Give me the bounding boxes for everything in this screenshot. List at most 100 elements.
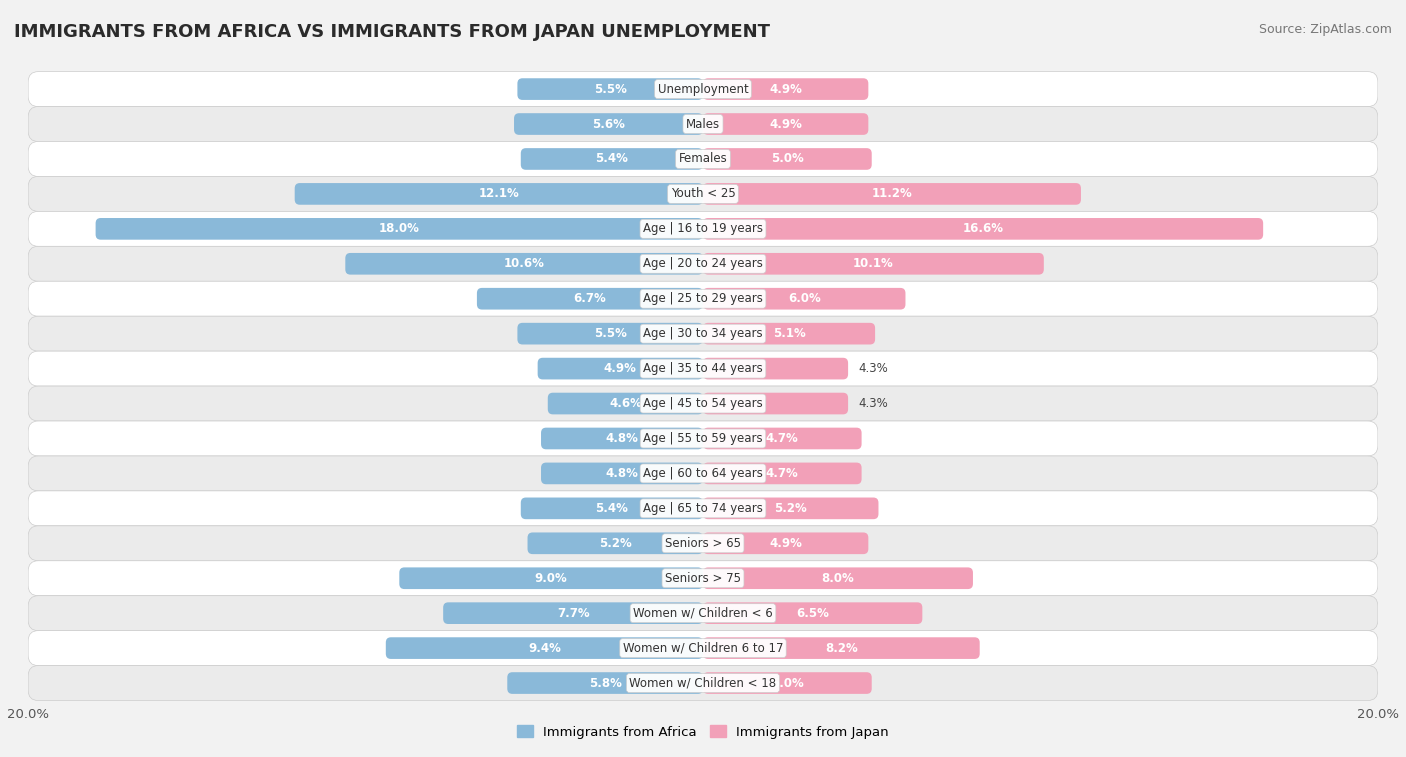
Text: 5.6%: 5.6% [592, 117, 624, 130]
FancyBboxPatch shape [703, 637, 980, 659]
Text: 4.3%: 4.3% [858, 397, 889, 410]
Text: Women w/ Children < 6: Women w/ Children < 6 [633, 606, 773, 620]
Text: 5.0%: 5.0% [770, 677, 804, 690]
Text: Males: Males [686, 117, 720, 130]
FancyBboxPatch shape [28, 316, 1378, 351]
Text: Youth < 25: Youth < 25 [671, 188, 735, 201]
Text: 11.2%: 11.2% [872, 188, 912, 201]
FancyBboxPatch shape [703, 114, 869, 135]
Text: Seniors > 75: Seniors > 75 [665, 572, 741, 584]
Text: Females: Females [679, 152, 727, 166]
FancyBboxPatch shape [28, 351, 1378, 386]
FancyBboxPatch shape [477, 288, 703, 310]
Text: Women w/ Children 6 to 17: Women w/ Children 6 to 17 [623, 642, 783, 655]
Text: 8.0%: 8.0% [821, 572, 855, 584]
Text: 4.7%: 4.7% [766, 432, 799, 445]
Text: Age | 25 to 29 years: Age | 25 to 29 years [643, 292, 763, 305]
Text: 8.2%: 8.2% [825, 642, 858, 655]
Text: 4.9%: 4.9% [605, 362, 637, 375]
FancyBboxPatch shape [703, 288, 905, 310]
Text: 4.8%: 4.8% [606, 432, 638, 445]
Text: 6.0%: 6.0% [787, 292, 821, 305]
FancyBboxPatch shape [28, 176, 1378, 211]
Text: 5.2%: 5.2% [775, 502, 807, 515]
Text: Age | 16 to 19 years: Age | 16 to 19 years [643, 223, 763, 235]
FancyBboxPatch shape [28, 631, 1378, 665]
Text: 5.0%: 5.0% [770, 152, 804, 166]
FancyBboxPatch shape [703, 497, 879, 519]
FancyBboxPatch shape [515, 114, 703, 135]
Text: 6.5%: 6.5% [796, 606, 830, 620]
FancyBboxPatch shape [703, 78, 869, 100]
FancyBboxPatch shape [703, 672, 872, 694]
FancyBboxPatch shape [28, 142, 1378, 176]
Text: Age | 65 to 74 years: Age | 65 to 74 years [643, 502, 763, 515]
FancyBboxPatch shape [703, 603, 922, 624]
FancyBboxPatch shape [443, 603, 703, 624]
Legend: Immigrants from Africa, Immigrants from Japan: Immigrants from Africa, Immigrants from … [517, 725, 889, 739]
FancyBboxPatch shape [28, 561, 1378, 596]
FancyBboxPatch shape [527, 532, 703, 554]
Text: 4.8%: 4.8% [606, 467, 638, 480]
FancyBboxPatch shape [28, 456, 1378, 491]
Text: Seniors > 65: Seniors > 65 [665, 537, 741, 550]
Text: 10.6%: 10.6% [503, 257, 544, 270]
FancyBboxPatch shape [28, 107, 1378, 142]
Text: Age | 35 to 44 years: Age | 35 to 44 years [643, 362, 763, 375]
Text: Age | 45 to 54 years: Age | 45 to 54 years [643, 397, 763, 410]
FancyBboxPatch shape [703, 393, 848, 414]
FancyBboxPatch shape [28, 526, 1378, 561]
Text: 4.9%: 4.9% [769, 537, 801, 550]
FancyBboxPatch shape [703, 253, 1043, 275]
Text: 7.7%: 7.7% [557, 606, 589, 620]
FancyBboxPatch shape [703, 148, 872, 170]
Text: Women w/ Children < 18: Women w/ Children < 18 [630, 677, 776, 690]
FancyBboxPatch shape [28, 282, 1378, 316]
FancyBboxPatch shape [385, 637, 703, 659]
Text: 4.3%: 4.3% [858, 362, 889, 375]
FancyBboxPatch shape [28, 421, 1378, 456]
FancyBboxPatch shape [399, 568, 703, 589]
Text: Source: ZipAtlas.com: Source: ZipAtlas.com [1258, 23, 1392, 36]
FancyBboxPatch shape [703, 218, 1263, 240]
Text: 9.4%: 9.4% [529, 642, 561, 655]
FancyBboxPatch shape [703, 428, 862, 450]
Text: 5.5%: 5.5% [593, 327, 627, 340]
Text: 5.8%: 5.8% [589, 677, 621, 690]
FancyBboxPatch shape [508, 672, 703, 694]
FancyBboxPatch shape [541, 428, 703, 450]
FancyBboxPatch shape [28, 246, 1378, 282]
Text: 4.9%: 4.9% [769, 83, 801, 95]
Text: 6.7%: 6.7% [574, 292, 606, 305]
FancyBboxPatch shape [520, 497, 703, 519]
FancyBboxPatch shape [703, 183, 1081, 204]
Text: 4.7%: 4.7% [766, 467, 799, 480]
Text: Age | 60 to 64 years: Age | 60 to 64 years [643, 467, 763, 480]
Text: 5.5%: 5.5% [593, 83, 627, 95]
Text: IMMIGRANTS FROM AFRICA VS IMMIGRANTS FROM JAPAN UNEMPLOYMENT: IMMIGRANTS FROM AFRICA VS IMMIGRANTS FRO… [14, 23, 770, 41]
FancyBboxPatch shape [28, 665, 1378, 700]
Text: 5.4%: 5.4% [596, 152, 628, 166]
Text: 10.1%: 10.1% [853, 257, 894, 270]
Text: 9.0%: 9.0% [534, 572, 568, 584]
Text: 4.9%: 4.9% [769, 117, 801, 130]
FancyBboxPatch shape [703, 532, 869, 554]
Text: 5.4%: 5.4% [596, 502, 628, 515]
FancyBboxPatch shape [703, 358, 848, 379]
FancyBboxPatch shape [520, 148, 703, 170]
Text: 4.6%: 4.6% [609, 397, 641, 410]
Text: 18.0%: 18.0% [378, 223, 420, 235]
FancyBboxPatch shape [28, 491, 1378, 526]
Text: Age | 55 to 59 years: Age | 55 to 59 years [643, 432, 763, 445]
Text: Age | 20 to 24 years: Age | 20 to 24 years [643, 257, 763, 270]
FancyBboxPatch shape [28, 72, 1378, 107]
Text: 12.1%: 12.1% [478, 188, 519, 201]
FancyBboxPatch shape [295, 183, 703, 204]
FancyBboxPatch shape [703, 463, 862, 484]
FancyBboxPatch shape [28, 386, 1378, 421]
FancyBboxPatch shape [28, 211, 1378, 246]
FancyBboxPatch shape [548, 393, 703, 414]
Text: 16.6%: 16.6% [963, 223, 1004, 235]
FancyBboxPatch shape [346, 253, 703, 275]
Text: 5.2%: 5.2% [599, 537, 631, 550]
